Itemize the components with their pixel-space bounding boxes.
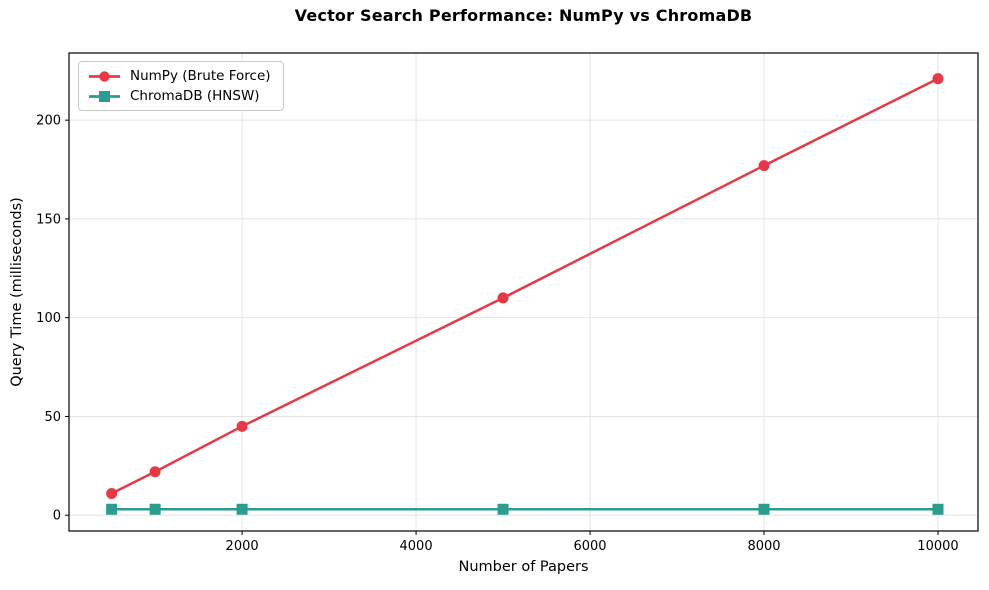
y-axis-label: Query Time (milliseconds) <box>9 197 25 387</box>
y-tick-label: 150 <box>36 212 61 227</box>
x-axis-label: Number of Papers <box>458 559 589 575</box>
numpy-brute-force-marker <box>106 487 118 499</box>
numpy-brute-force-marker <box>149 466 161 478</box>
axes-spines <box>68 52 979 532</box>
chromadb-hnsw-marker <box>236 503 248 515</box>
y-tick-label: 200 <box>36 114 61 129</box>
chart-title: Vector Search Performance: NumPy vs Chro… <box>294 6 753 25</box>
x-tick-label: 10000 <box>917 539 958 554</box>
numpy-brute-force-marker <box>236 420 248 432</box>
y-tick-label: 50 <box>44 410 61 425</box>
chromadb-hnsw-marker <box>149 503 161 515</box>
x-tick-label: 6000 <box>573 539 606 554</box>
chromadb-hnsw-legend-sample-icon <box>89 90 120 102</box>
legend-item-chromadb-hnsw: ChromaDB (HNSW) <box>88 88 271 104</box>
y-tick-label: 0 <box>53 509 61 524</box>
x-tick-label: 8000 <box>747 539 780 554</box>
numpy-brute-force-line <box>110 77 940 495</box>
legend-label: ChromaDB (HNSW) <box>130 88 260 104</box>
chromadb-hnsw-marker <box>497 503 509 515</box>
y-tick-label: 100 <box>36 311 61 326</box>
x-tick-label: 2000 <box>226 539 259 554</box>
chromadb-hnsw-marker <box>932 503 944 515</box>
legend-label: NumPy (Brute Force) <box>130 68 271 84</box>
legend-item-numpy-brute-force: NumPy (Brute Force) <box>88 68 271 84</box>
x-tick-label: 4000 <box>400 539 433 554</box>
numpy-brute-force-marker <box>932 73 944 85</box>
chromadb-hnsw-marker <box>758 503 770 515</box>
numpy-brute-force-legend-sample-icon <box>89 70 120 82</box>
legend: NumPy (Brute Force) ChromaDB (HNSW) <box>78 61 284 111</box>
numpy-brute-force-marker <box>497 292 509 304</box>
numpy-brute-force-marker <box>758 160 770 172</box>
chromadb-hnsw-marker <box>106 503 118 515</box>
